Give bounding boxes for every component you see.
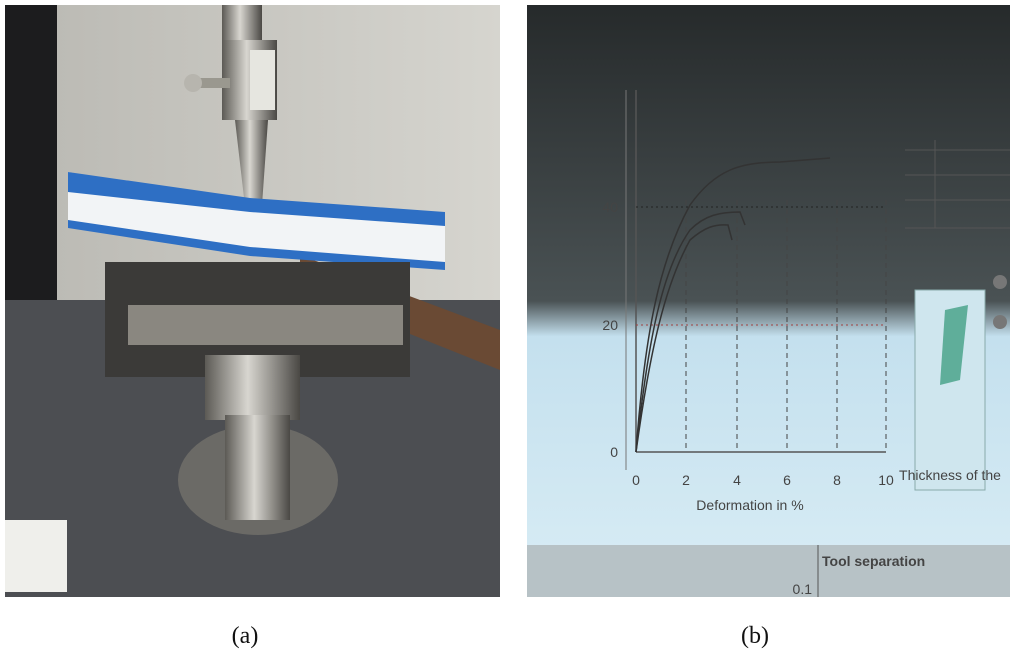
status-bar bbox=[527, 545, 1010, 597]
x-axis-label: Deformation in % bbox=[696, 497, 803, 513]
x-tick-label: 4 bbox=[733, 472, 741, 488]
x-tick-label: 2 bbox=[682, 472, 690, 488]
y-tick-label: 20 bbox=[602, 317, 618, 333]
option-icon bbox=[993, 275, 1007, 289]
x-tick-label: 10 bbox=[878, 472, 894, 488]
x-tick-label: 6 bbox=[783, 472, 791, 488]
inset-label: Thickness of the bbox=[899, 467, 1001, 483]
caption: (a) bbox=[232, 623, 259, 649]
x-tick-label: 0 bbox=[632, 472, 640, 488]
figure: 0 20 40 0 2 4 6 8 10 Deformation in % Th… bbox=[0, 0, 1014, 655]
actuator-rod bbox=[222, 5, 262, 45]
option-icon bbox=[993, 315, 1007, 329]
load-column bbox=[225, 415, 290, 520]
support-block bbox=[205, 355, 300, 420]
photo-a bbox=[5, 5, 500, 597]
x-tick-label: 8 bbox=[833, 472, 841, 488]
page: 0 20 40 0 2 4 6 8 10 Deformation in % Th… bbox=[0, 0, 1014, 655]
status-value: 0.1 bbox=[793, 581, 813, 597]
knob bbox=[184, 74, 202, 92]
y-tick-label: 40 bbox=[602, 199, 618, 215]
y-tick-label: 0 bbox=[610, 444, 618, 460]
ruler bbox=[128, 305, 403, 345]
caption: (b) bbox=[741, 623, 769, 649]
sticker bbox=[5, 520, 67, 592]
photo-b: 0 20 40 0 2 4 6 8 10 Deformation in % Th… bbox=[527, 5, 1010, 597]
status-label: Tool separation bbox=[822, 553, 925, 569]
label-tag bbox=[250, 50, 275, 110]
